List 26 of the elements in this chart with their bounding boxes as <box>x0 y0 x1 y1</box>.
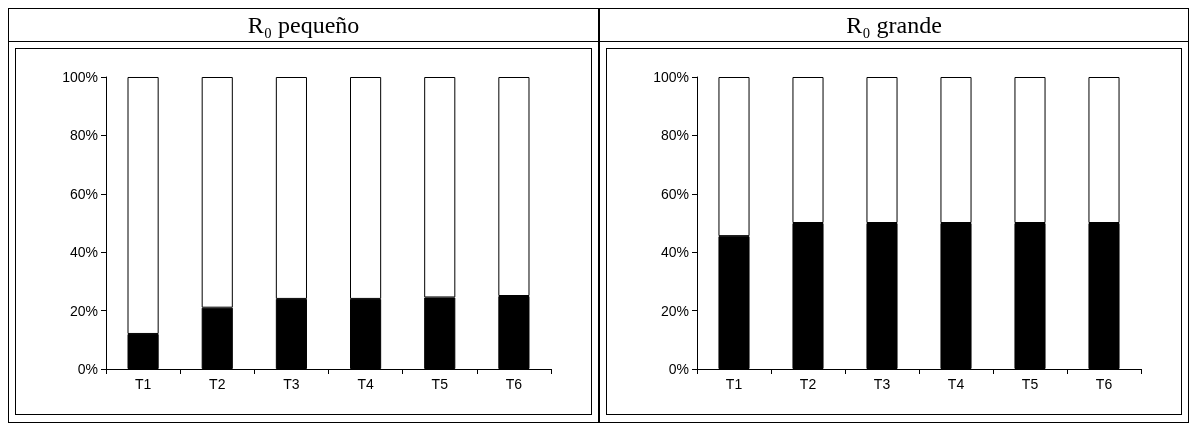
chart-title: R₀ grande <box>600 9 1188 42</box>
x-tick-label: T3 <box>283 376 300 392</box>
y-tick-label: 60% <box>660 185 689 202</box>
x-tick-label: T2 <box>209 376 226 392</box>
y-tick-label: 100% <box>62 69 98 85</box>
y-tick-label: 40% <box>660 244 689 261</box>
y-tick-label: 20% <box>69 302 98 319</box>
y-tick-label: 80% <box>660 127 689 144</box>
y-tick-label: 0% <box>77 361 98 377</box>
x-tick-label: T4 <box>357 376 374 392</box>
x-tick-label: T5 <box>431 376 449 392</box>
y-tick-label: 60% <box>69 185 98 202</box>
y-tick-label: 80% <box>69 127 98 144</box>
y-tick-label: 20% <box>660 302 689 319</box>
chart-title: R₀ pequeño <box>9 9 598 42</box>
y-tick-label: 0% <box>668 361 689 377</box>
x-tick-label: T3 <box>873 376 891 392</box>
x-tick-label: T5 <box>1021 376 1039 392</box>
x-tick-label: T4 <box>947 376 965 392</box>
x-tick-label: T2 <box>799 376 817 392</box>
x-tick-label: T1 <box>134 376 152 392</box>
x-tick-label: T1 <box>725 376 743 392</box>
x-tick-label: T6 <box>1095 376 1113 392</box>
x-tick-label: T6 <box>505 376 523 392</box>
y-tick-label: 40% <box>69 244 98 261</box>
y-tick-label: 100% <box>653 69 689 85</box>
